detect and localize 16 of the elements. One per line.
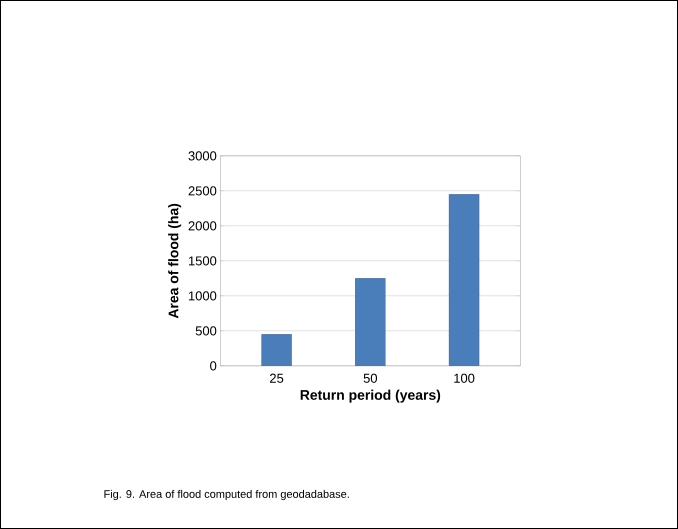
x-tick-label: 25 xyxy=(270,374,284,383)
y-tick-label: 500 xyxy=(196,326,216,336)
y-axis-title: Area of flood (ha) xyxy=(168,204,182,318)
bar xyxy=(355,278,386,366)
y-tick-label: 3000 xyxy=(188,151,216,160)
x-tick-label: 50 xyxy=(364,374,378,383)
y-tick-label: 1000 xyxy=(188,291,216,300)
bar xyxy=(448,194,480,366)
x-tick-label: 100 xyxy=(454,374,474,383)
caption: Fig. 9. Area of flood computed from geodadabase. xyxy=(104,490,349,500)
x-axis-title: Return period (years) xyxy=(300,390,440,403)
y-tick-label: 1500 xyxy=(188,256,216,266)
y-tick-label: 2000 xyxy=(188,221,216,230)
y-tick-label: 2500 xyxy=(188,186,216,196)
bar xyxy=(261,334,292,366)
y-tick-label: 0 xyxy=(210,361,216,370)
